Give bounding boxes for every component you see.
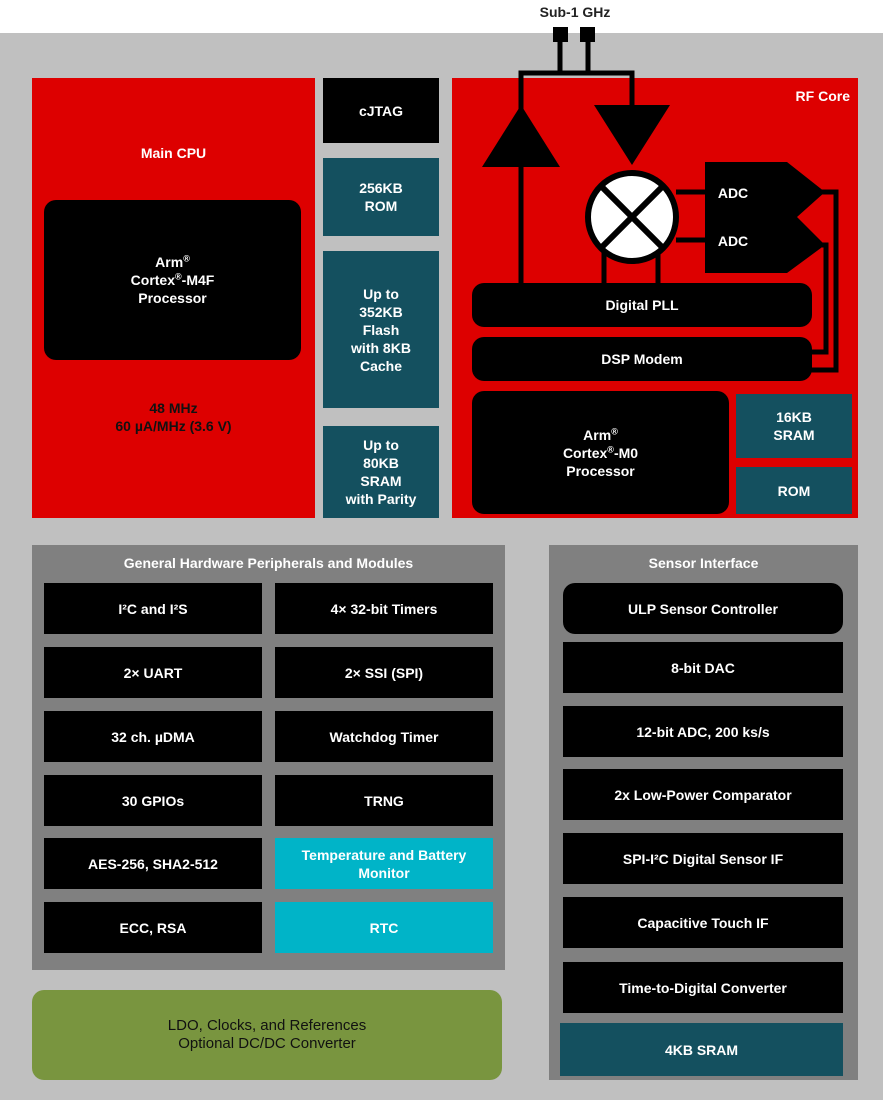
flash-block: Up to 352KB Flash with 8KB Cache bbox=[323, 251, 439, 408]
peripheral-cell: Temperature and Battery Monitor bbox=[275, 838, 493, 889]
cjtag-block: cJTAG bbox=[323, 78, 439, 143]
peripheral-cell: Watchdog Timer bbox=[275, 711, 493, 762]
power-block: LDO, Clocks, and References Optional DC/D… bbox=[32, 990, 502, 1080]
sensor-cell: 4KB SRAM bbox=[560, 1023, 843, 1076]
peripheral-cell: I²C and I²S bbox=[44, 583, 262, 634]
sensor-cell: SPI-I²C Digital Sensor IF bbox=[563, 833, 843, 884]
rf-sram: 16KB SRAM bbox=[736, 394, 852, 458]
adc-shape bbox=[705, 162, 825, 273]
antenna-label: Sub-1 GHz bbox=[539, 4, 611, 20]
rf-core-title: RF Core bbox=[795, 88, 850, 104]
adc-1: ADC bbox=[717, 185, 749, 201]
antenna-icon bbox=[553, 27, 595, 42]
low-noise-amplifier-icon bbox=[594, 105, 670, 165]
rom-block: 256KB ROM bbox=[323, 158, 439, 236]
sensor-cell: Capacitive Touch IF bbox=[563, 897, 843, 948]
dsp-modem: DSP Modem bbox=[472, 337, 812, 381]
peripheral-cell: TRNG bbox=[275, 775, 493, 826]
rf-signal-path bbox=[482, 27, 839, 373]
cpu-specs: 48 MHz 60 µA/MHz (3.6 V) bbox=[115, 400, 232, 434]
cortex-m4f-processor: Arm® Cortex®-M4F Processor bbox=[44, 200, 301, 360]
digital-pll: Digital PLL bbox=[472, 283, 812, 327]
sensor-cell: ULP Sensor Controller bbox=[563, 583, 843, 634]
sensor-cell: 12-bit ADC, 200 ks/s bbox=[563, 706, 843, 757]
cortex-m0-processor: Arm® Cortex®-M0 Processor bbox=[472, 391, 729, 514]
peripheral-cell: AES-256, SHA2-512 bbox=[44, 838, 262, 889]
peripheral-cell: 2× UART bbox=[44, 647, 262, 698]
peripheral-cell: ECC, RSA bbox=[44, 902, 262, 953]
peripheral-cell: 2× SSI (SPI) bbox=[275, 647, 493, 698]
mixer-icon bbox=[585, 170, 679, 264]
sensor-cell: 8-bit DAC bbox=[563, 642, 843, 693]
sensor-cell: Time-to-Digital Converter bbox=[563, 962, 843, 1013]
rf-rom: ROM bbox=[736, 467, 852, 514]
peripherals-title: General Hardware Peripherals and Modules bbox=[123, 555, 414, 571]
sram-block: Up to 80KB SRAM with Parity bbox=[323, 426, 439, 518]
power-amplifier-icon bbox=[482, 105, 560, 167]
peripheral-cell: 32 ch. µDMA bbox=[44, 711, 262, 762]
adc-2: ADC bbox=[717, 233, 749, 249]
sensor-cell: 2x Low-Power Comparator bbox=[563, 769, 843, 820]
peripheral-cell: RTC bbox=[275, 902, 493, 953]
sensor-title: Sensor Interface bbox=[648, 555, 759, 571]
peripheral-cell: 4× 32-bit Timers bbox=[275, 583, 493, 634]
main-cpu-title: Main CPU bbox=[140, 145, 207, 161]
peripheral-cell: 30 GPIOs bbox=[44, 775, 262, 826]
